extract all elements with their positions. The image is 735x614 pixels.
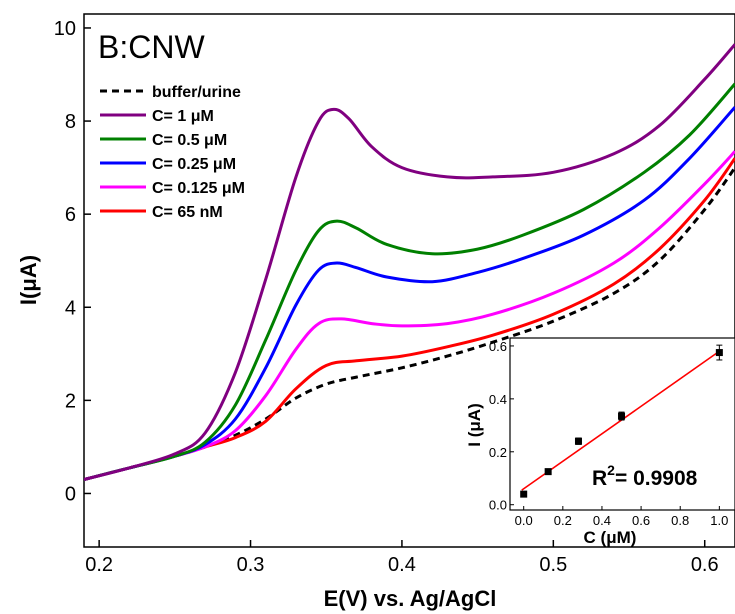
series-line-3 — [84, 106, 735, 481]
inset-marks — [520, 344, 723, 498]
x-axis-label: E(V) vs. Ag/AgCl — [324, 586, 497, 611]
inset-data-point — [520, 490, 528, 498]
x-tick-label: 0.2 — [85, 554, 113, 576]
series-line-4 — [84, 82, 735, 481]
inset-x-tick-label: 0.6 — [632, 513, 650, 528]
x-tick-label: 0.4 — [388, 554, 416, 576]
inset-frame — [509, 337, 735, 511]
inset-data-point — [618, 412, 626, 420]
r2-value: = 0.9908 — [615, 467, 698, 490]
y-axis-label: I(μA) — [16, 255, 41, 305]
legend-label: C= 1 μM — [152, 108, 214, 125]
legend-label: C= 0.25 μM — [152, 156, 236, 173]
inset-y-axis-label: I (μA) — [465, 403, 484, 446]
inset-data-point — [574, 437, 582, 445]
legend-label: C= 0.125 μM — [152, 180, 245, 197]
series-line-5 — [84, 43, 735, 481]
main-axis-ticks: 0.2 0.3 0.4 0.5 0.6 0 2 4 6 8 10 — [54, 18, 719, 576]
inset-data-point — [544, 468, 552, 476]
inset-data-point — [715, 349, 723, 357]
inset-y-tick-label: 0.6 — [489, 339, 507, 354]
r2-superscript: 2 — [607, 462, 615, 478]
inset-y-tick-label: 0.4 — [489, 392, 507, 407]
y-tick-label: 4 — [65, 297, 76, 319]
main-series-lines — [84, 43, 735, 481]
inset-x-tick-label: 1.0 — [710, 513, 728, 528]
y-tick-label: 8 — [65, 111, 76, 133]
y-tick-label: 6 — [65, 204, 76, 226]
y-tick-label: 2 — [65, 390, 76, 412]
y-tick-label: 10 — [54, 18, 76, 40]
legend-label: C= 65 nM — [152, 204, 223, 221]
inset-r2-annotation: R2= 0.9908 — [592, 462, 698, 490]
series-line-2 — [84, 150, 735, 481]
inset-x-tick-label: 0.8 — [671, 513, 689, 528]
panel-label: B:CNW — [98, 29, 205, 65]
inset-y-tick-label: 0.0 — [489, 498, 507, 513]
x-tick-label: 0.5 — [539, 554, 567, 576]
inset-axis-ticks: 0.0 0.2 0.4 0.6 0.8 1.0 0.0 0.2 0.4 0.6 — [489, 339, 728, 528]
x-tick-label: 0.3 — [237, 554, 265, 576]
y-tick-label: 0 — [65, 483, 76, 505]
x-tick-label: 0.6 — [691, 554, 719, 576]
legend: buffer/urine C= 1 μM C= 0.5 μM C= 0.25 μM C=… — [100, 84, 245, 221]
inset-x-tick-label: 0.2 — [554, 513, 572, 528]
inset-x-tick-label: 0.4 — [593, 513, 611, 528]
legend-label: C= 0.5 μM — [152, 132, 227, 149]
legend-label: buffer/urine — [152, 84, 241, 101]
inset-x-axis-label: C (μM) — [584, 528, 637, 547]
inset-y-tick-label: 0.2 — [489, 445, 507, 460]
r2-letter: R — [592, 467, 607, 490]
inset-x-tick-label: 0.0 — [515, 513, 533, 528]
